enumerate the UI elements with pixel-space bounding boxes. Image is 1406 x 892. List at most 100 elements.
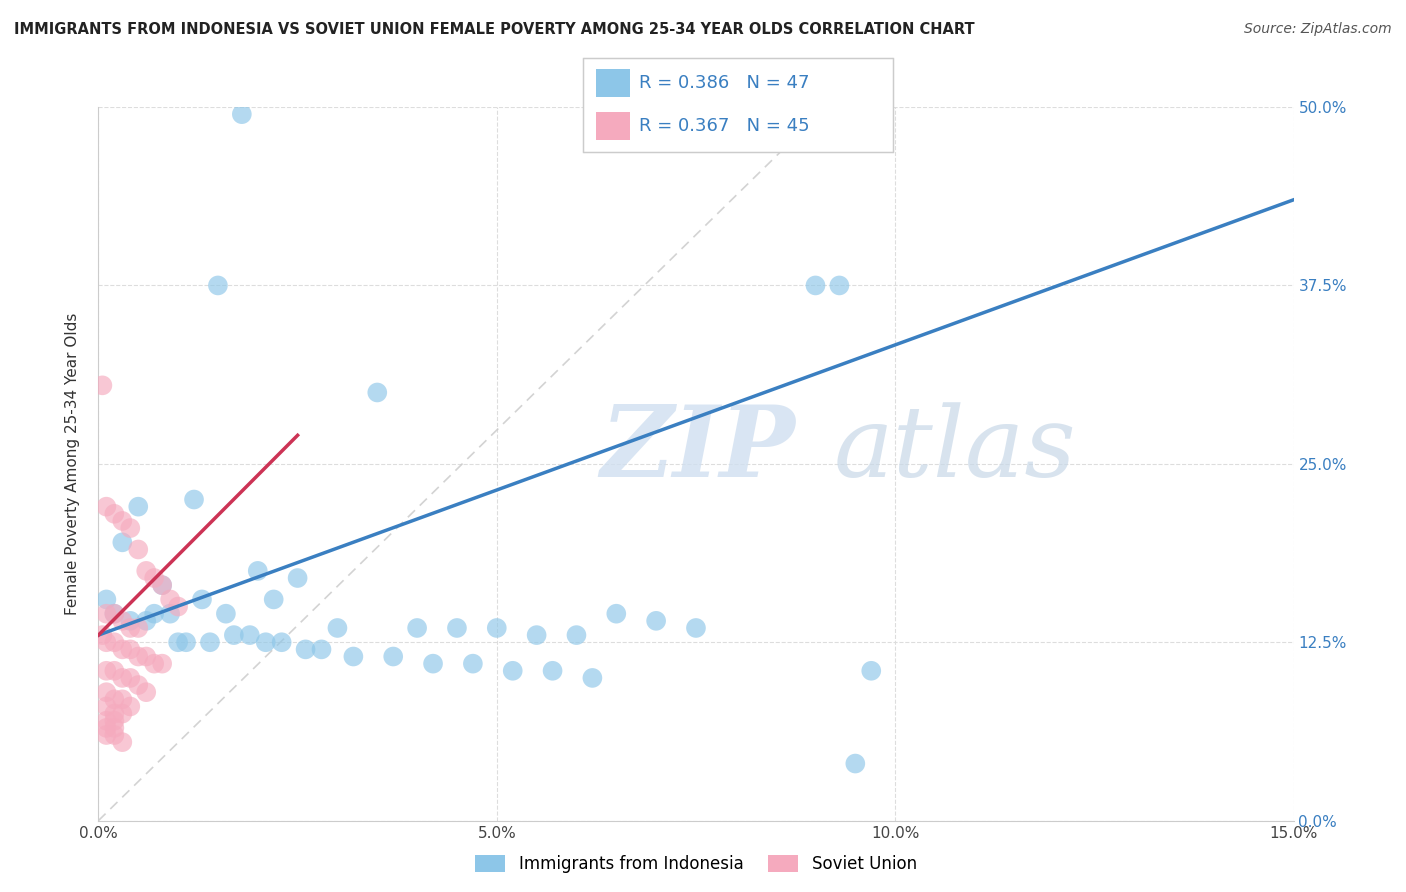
- Point: [167, 599, 190, 614]
- Point: [103, 607, 125, 621]
- Point: [96, 664, 118, 678]
- Point: [581, 671, 603, 685]
- Point: [828, 278, 851, 293]
- Point: [287, 571, 309, 585]
- Point: [326, 621, 349, 635]
- Point: [231, 107, 253, 121]
- Point: [91, 628, 114, 642]
- Point: [103, 706, 125, 721]
- Point: [135, 685, 157, 699]
- Point: [120, 521, 142, 535]
- Point: [239, 628, 262, 642]
- Point: [143, 571, 166, 585]
- Point: [605, 607, 627, 621]
- Point: [446, 621, 468, 635]
- Point: [127, 649, 149, 664]
- Text: IMMIGRANTS FROM INDONESIA VS SOVIET UNION FEMALE POVERTY AMONG 25-34 YEAR OLDS C: IMMIGRANTS FROM INDONESIA VS SOVIET UNIO…: [14, 22, 974, 37]
- Point: [103, 714, 125, 728]
- Point: [198, 635, 221, 649]
- Point: [96, 500, 118, 514]
- Point: [143, 607, 166, 621]
- Point: [254, 635, 277, 649]
- Point: [120, 642, 142, 657]
- Point: [685, 621, 707, 635]
- Point: [127, 621, 149, 635]
- Point: [191, 592, 214, 607]
- Point: [541, 664, 564, 678]
- Point: [103, 664, 125, 678]
- Point: [111, 671, 134, 685]
- Point: [246, 564, 269, 578]
- Point: [103, 692, 125, 706]
- Point: [96, 699, 118, 714]
- Point: [91, 378, 114, 392]
- Point: [111, 735, 134, 749]
- Point: [135, 564, 157, 578]
- Text: Source: ZipAtlas.com: Source: ZipAtlas.com: [1244, 22, 1392, 37]
- Point: [96, 635, 118, 649]
- Point: [565, 628, 588, 642]
- Point: [127, 542, 149, 557]
- Point: [96, 721, 118, 735]
- Point: [135, 614, 157, 628]
- Point: [111, 614, 134, 628]
- Point: [96, 685, 118, 699]
- Point: [342, 649, 364, 664]
- Point: [215, 607, 238, 621]
- Bar: [596, 112, 630, 140]
- Point: [860, 664, 883, 678]
- Point: [406, 621, 429, 635]
- Text: R = 0.367   N = 45: R = 0.367 N = 45: [640, 118, 810, 136]
- Point: [222, 628, 245, 642]
- Legend: Immigrants from Indonesia, Soviet Union: Immigrants from Indonesia, Soviet Union: [468, 848, 924, 880]
- Point: [150, 657, 173, 671]
- Point: [127, 500, 149, 514]
- Point: [120, 671, 142, 685]
- Point: [263, 592, 285, 607]
- Point: [120, 621, 142, 635]
- Point: [159, 592, 181, 607]
- Point: [135, 649, 157, 664]
- Point: [96, 592, 118, 607]
- Point: [311, 642, 333, 657]
- Text: R = 0.386   N = 47: R = 0.386 N = 47: [640, 74, 810, 92]
- Point: [111, 692, 134, 706]
- Point: [526, 628, 548, 642]
- Point: [111, 514, 134, 528]
- Point: [120, 614, 142, 628]
- Point: [174, 635, 197, 649]
- Point: [366, 385, 388, 400]
- Point: [103, 507, 125, 521]
- Point: [120, 699, 142, 714]
- Point: [111, 706, 134, 721]
- Point: [150, 578, 173, 592]
- Point: [111, 642, 134, 657]
- Point: [103, 728, 125, 742]
- Point: [103, 721, 125, 735]
- Point: [804, 278, 827, 293]
- Point: [294, 642, 316, 657]
- Point: [207, 278, 229, 293]
- Point: [96, 728, 118, 742]
- Point: [96, 607, 118, 621]
- Text: atlas: atlas: [834, 402, 1076, 497]
- Point: [111, 535, 134, 549]
- Point: [143, 657, 166, 671]
- Point: [270, 635, 292, 649]
- Point: [422, 657, 444, 671]
- Point: [485, 621, 508, 635]
- Text: ZIP: ZIP: [600, 401, 796, 498]
- Point: [159, 607, 181, 621]
- Point: [127, 678, 149, 692]
- Point: [150, 578, 173, 592]
- Point: [382, 649, 405, 664]
- Point: [502, 664, 524, 678]
- Point: [103, 607, 125, 621]
- Point: [461, 657, 484, 671]
- Point: [167, 635, 190, 649]
- Point: [96, 714, 118, 728]
- Bar: [596, 70, 630, 97]
- Point: [645, 614, 668, 628]
- Point: [103, 635, 125, 649]
- Point: [183, 492, 205, 507]
